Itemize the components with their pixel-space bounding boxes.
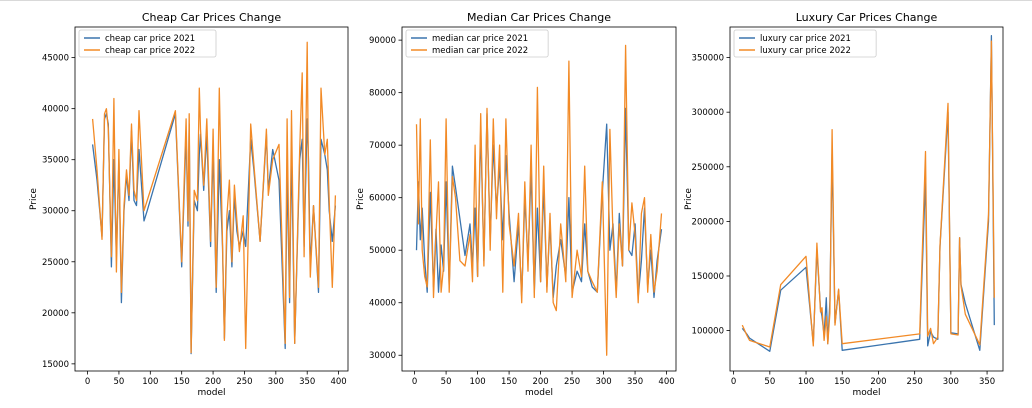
x-axis-label: model <box>197 388 225 398</box>
legend: cheap car price 2021 cheap car price 2022 <box>78 29 217 58</box>
y-tick-label: 30000 <box>369 351 396 361</box>
y-tick-label: 250000 <box>692 163 724 173</box>
y-tick-label: 40000 <box>369 299 396 309</box>
x-tick-label: 50 <box>441 377 452 387</box>
x-tick-label: 150 <box>501 377 517 387</box>
legend-label-2022: median car price 2022 <box>432 46 528 56</box>
x-tick-label: 250 <box>236 377 252 387</box>
x-tick-label: 400 <box>330 377 346 387</box>
x-tick-label: 400 <box>658 377 674 387</box>
y-axis-label: Price <box>684 188 694 210</box>
x-tick-label: 200 <box>205 377 221 387</box>
x-tick-label: 350 <box>627 377 643 387</box>
x-tick-label: 50 <box>764 377 775 387</box>
x-tick-label: 0 <box>731 377 736 387</box>
y-tick-label: 35000 <box>42 156 69 166</box>
legend-label-2021: cheap car price 2021 <box>105 34 195 44</box>
y-tick-label: 40000 <box>42 105 69 115</box>
x-tick-label: 250 <box>907 377 923 387</box>
y-tick-label: 45000 <box>42 54 69 64</box>
axes-frame <box>74 26 349 372</box>
y-tick-label: 30000 <box>42 207 69 217</box>
x-axis-label: model <box>525 388 553 398</box>
legend-box <box>78 29 217 58</box>
y-tick-label: 50000 <box>369 246 396 256</box>
y-tick-label: 70000 <box>369 141 396 151</box>
x-tick-label: 0 <box>85 377 90 387</box>
x-tick-label: 250 <box>564 377 580 387</box>
x-axis-label: model <box>852 388 880 398</box>
window-top-border <box>0 0 1032 1</box>
y-tick-label: 15000 <box>42 360 69 370</box>
series-line-2021 <box>741 35 995 352</box>
x-tick-label: 300 <box>268 377 284 387</box>
y-tick-label: 25000 <box>42 258 69 268</box>
x-tick-label: 100 <box>142 377 158 387</box>
x-tick-label: 300 <box>943 377 959 387</box>
x-tick-label: 150 <box>834 377 850 387</box>
x-tick-label: 100 <box>798 377 814 387</box>
axes-frame <box>729 26 1004 372</box>
legend: median car price 2021 median car price 20… <box>405 29 549 58</box>
legend-box <box>405 29 549 58</box>
y-axis-label: Price <box>29 188 39 210</box>
y-tick-label: 80000 <box>369 89 396 99</box>
x-tick-label: 300 <box>595 377 611 387</box>
chart-panel-1: Cheap Car Prices Change 0 50 100 150 200 250 30… <box>29 11 349 398</box>
y-tick-label: 300000 <box>692 108 724 118</box>
x-tick-label: 150 <box>174 377 190 387</box>
x-tick-label: 50 <box>114 377 125 387</box>
y-tick-label: 200000 <box>692 217 724 227</box>
legend-label-2022: luxury car price 2022 <box>760 46 851 56</box>
chart-title: Cheap Car Prices Change <box>142 11 281 24</box>
legend-box <box>733 29 877 58</box>
x-tick-label: 200 <box>870 377 886 387</box>
chart-title: Median Car Prices Change <box>467 11 611 24</box>
y-tick-label: 60000 <box>369 194 396 204</box>
x-tick-label: 0 <box>412 377 417 387</box>
series-line-2022 <box>415 44 663 356</box>
x-tick-label: 350 <box>979 377 995 387</box>
legend: luxury car price 2021 luxury car price 20… <box>733 29 877 58</box>
legend-label-2021: median car price 2021 <box>432 34 528 44</box>
y-axis-label: Price <box>356 188 366 210</box>
x-tick-label: 350 <box>299 377 315 387</box>
series-line-2022 <box>91 41 337 354</box>
series-line-2022 <box>741 40 995 348</box>
x-tick-label: 100 <box>469 377 485 387</box>
y-tick-label: 100000 <box>692 327 724 337</box>
y-tick-label: 20000 <box>42 309 69 319</box>
x-tick-label: 200 <box>532 377 548 387</box>
chart-panel-2: Median Car Prices Change 0 50 100 150 200 250 3… <box>356 11 677 398</box>
chart-title: Luxury Car Prices Change <box>796 11 938 24</box>
legend-label-2022: cheap car price 2022 <box>105 46 195 56</box>
legend-label-2021: luxury car price 2021 <box>760 34 851 44</box>
y-tick-label: 150000 <box>692 272 724 282</box>
axes-frame <box>401 26 677 372</box>
y-tick-label: 90000 <box>369 36 396 46</box>
chart-panel-3: Luxury Car Prices Change 0 50 100 150 200 250 3… <box>684 11 1004 398</box>
y-tick-label: 350000 <box>692 54 724 64</box>
